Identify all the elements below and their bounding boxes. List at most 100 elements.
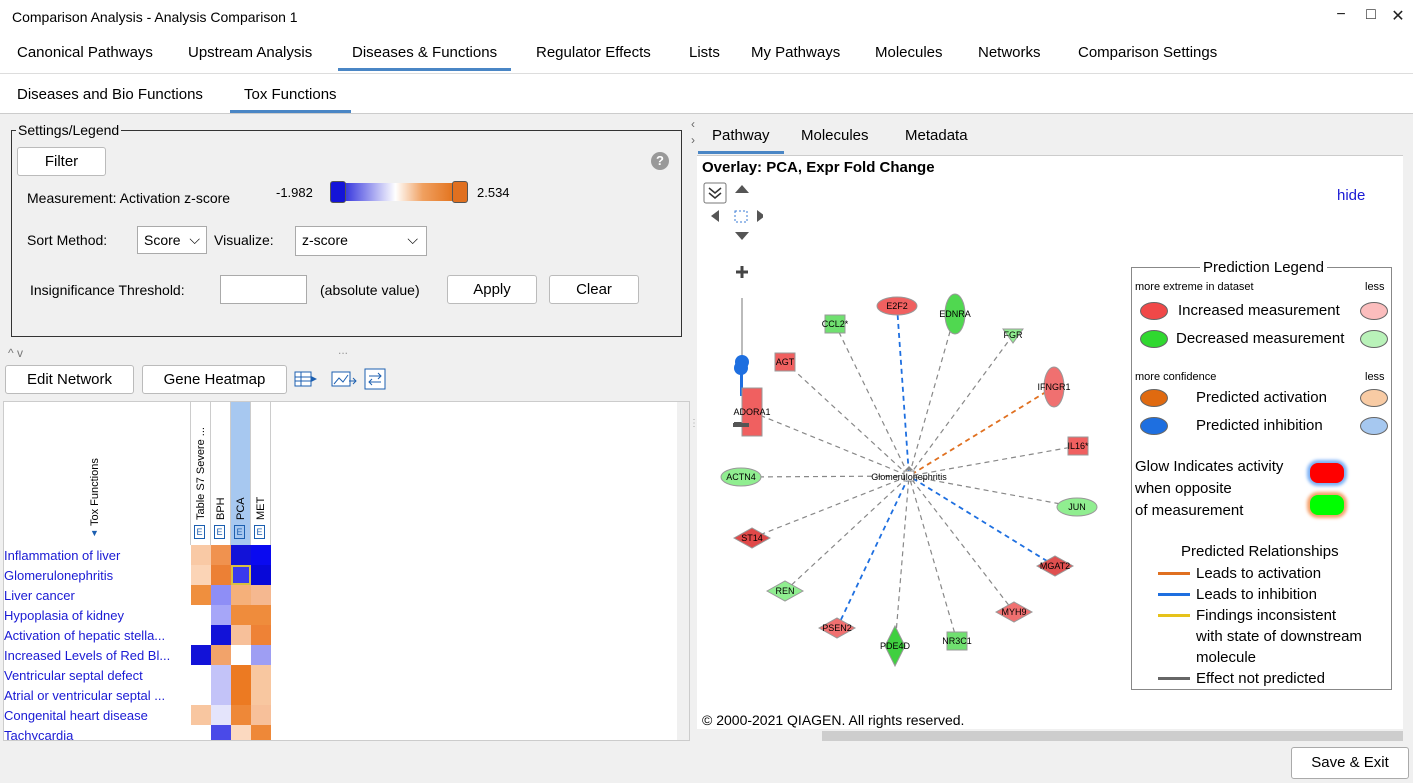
network-node[interactable] (1056, 497, 1098, 517)
network-node-label[interactable]: ACTN4 (726, 472, 756, 482)
heatmap-cell[interactable] (211, 605, 231, 625)
sort-method-select[interactable]: Score ⌵ (137, 226, 207, 254)
tab-upstream-analysis[interactable]: Upstream Analysis (188, 44, 313, 61)
apply-button[interactable]: Apply (447, 275, 537, 304)
network-edge[interactable] (908, 475, 1056, 567)
network-node-label[interactable]: JUN (1068, 502, 1086, 512)
network-edge[interactable] (784, 361, 910, 477)
vertical-scrollbar[interactable] (1403, 156, 1413, 744)
maximize-icon[interactable]: □ (1366, 6, 1376, 23)
network-node-label[interactable]: IL16* (1067, 441, 1089, 451)
threshold-input[interactable] (220, 275, 307, 304)
network-node[interactable] (946, 631, 968, 651)
network-node-label[interactable]: REN (775, 586, 794, 596)
clear-button[interactable]: Clear (549, 275, 639, 304)
network-node[interactable] (720, 467, 762, 487)
tab-canonical-pathways[interactable]: Canonical Pathways (17, 44, 153, 61)
heatmap-cell[interactable] (231, 625, 251, 645)
filter-button[interactable]: Filter (17, 147, 106, 176)
heatmap-cell[interactable] (191, 645, 211, 665)
close-icon[interactable]: ✕ (1391, 8, 1405, 25)
heatmap-cell[interactable] (191, 545, 211, 565)
collapse-left-icon[interactable]: ‹ (691, 117, 695, 131)
network-node-label[interactable]: MGAT2 (1040, 561, 1070, 571)
heatmap-cell[interactable] (251, 625, 271, 645)
network-node-label[interactable]: AGT (776, 357, 795, 367)
column-detail-icon[interactable]: E (194, 525, 205, 539)
tab-pathway[interactable]: Pathway (698, 127, 783, 154)
heatmap-cell[interactable] (191, 585, 211, 605)
tab-molecules[interactable]: Molecules (875, 44, 943, 61)
table-export-icon[interactable] (294, 369, 318, 389)
network-edge[interactable] (896, 305, 910, 477)
heatmap-cell[interactable] (251, 665, 271, 685)
save-exit-button[interactable]: Save & Exit (1291, 747, 1409, 779)
heatmap-cell[interactable] (211, 585, 231, 605)
network-node-label[interactable]: ST14 (741, 533, 763, 543)
pathway-canvas[interactable]: Overlay: PCA, Expr Fold Change hide Glom… (697, 155, 1413, 744)
heatmap-cell[interactable] (251, 705, 271, 725)
network-edge[interactable] (834, 323, 910, 477)
network-edge[interactable] (740, 475, 910, 478)
network-edge[interactable] (908, 475, 958, 642)
heatmap-cell[interactable] (211, 565, 231, 585)
column-header[interactable]: BPH (211, 402, 231, 545)
column-header[interactable]: Table S7 Severe ... (191, 402, 211, 545)
heatmap-cell[interactable] (211, 645, 231, 665)
network-node-label[interactable]: E2F2 (886, 301, 908, 311)
heatmap-cell[interactable] (191, 605, 211, 625)
row-label[interactable]: Hypoplasia of kidney (4, 608, 124, 623)
heatmap-cell[interactable] (231, 545, 251, 565)
network-node-label[interactable]: NR3C1 (942, 636, 972, 646)
vertical-scrollbar[interactable] (677, 402, 689, 740)
row-label[interactable]: Liver cancer (4, 588, 75, 603)
edit-network-button[interactable]: Edit Network (5, 365, 134, 394)
network-node[interactable] (1035, 555, 1075, 577)
tab-molecules[interactable]: Molecules (801, 127, 869, 144)
help-icon[interactable]: ? (651, 152, 669, 170)
horizontal-scrollbar[interactable] (697, 729, 1403, 743)
heatmap-cell[interactable] (251, 545, 271, 565)
heatmap-cell[interactable] (211, 725, 231, 740)
sort-down-icon[interactable]: ▼ (90, 528, 99, 538)
heatmap-cell[interactable] (251, 685, 271, 705)
network-node-label[interactable]: EDNRA (939, 309, 971, 319)
network-edge[interactable] (908, 445, 1079, 477)
heatmap-cell[interactable] (231, 645, 251, 665)
network-image-icon[interactable] (331, 369, 357, 389)
heatmap-cell[interactable] (251, 565, 271, 585)
network-edge[interactable] (908, 334, 1014, 477)
heatmap-cell[interactable] (251, 605, 271, 625)
heatmap-cell[interactable] (191, 705, 211, 725)
heatmap-cell[interactable] (191, 685, 211, 705)
heatmap-cell[interactable] (231, 665, 251, 685)
heatmap-cell[interactable] (211, 705, 231, 725)
network-node-label[interactable]: MYH9 (1001, 607, 1026, 617)
column-detail-icon[interactable]: E (234, 525, 245, 539)
network-node[interactable] (994, 601, 1034, 623)
row-label[interactable]: Inflammation of liver (4, 548, 121, 563)
heatmap-cell[interactable] (231, 605, 251, 625)
tab-comparison-settings[interactable]: Comparison Settings (1078, 44, 1218, 61)
gene-heatmap-button[interactable]: Gene Heatmap (142, 365, 287, 394)
center-node-label[interactable]: Glomerulonephritis (871, 472, 947, 482)
network-node-label[interactable]: PSEN2 (822, 623, 852, 633)
tab-diseases-functions[interactable]: Diseases & Functions (337, 44, 512, 71)
heatmap-cell[interactable] (251, 585, 271, 605)
network-edge[interactable] (836, 475, 910, 629)
tab-networks[interactable]: Networks (978, 44, 1041, 61)
tab-metadata[interactable]: Metadata (905, 127, 968, 144)
heatmap-cell[interactable] (231, 725, 251, 740)
tab-my-pathways[interactable]: My Pathways (751, 44, 841, 61)
splitter-handle[interactable]: ⋮ (689, 418, 699, 429)
visualize-select[interactable]: z-score ⌵ (295, 226, 427, 256)
network-edge[interactable] (908, 475, 1015, 613)
network-node[interactable] (876, 296, 918, 316)
column-detail-icon[interactable]: E (214, 525, 225, 539)
heatmap-cell[interactable] (231, 585, 251, 605)
network-node-label[interactable]: IFNGR1 (1037, 382, 1070, 392)
network-edge[interactable] (784, 475, 910, 592)
network-edge[interactable] (908, 475, 1078, 508)
row-label[interactable]: Activation of hepatic stella... (4, 628, 166, 643)
row-label[interactable]: Tachycardia (4, 728, 74, 741)
